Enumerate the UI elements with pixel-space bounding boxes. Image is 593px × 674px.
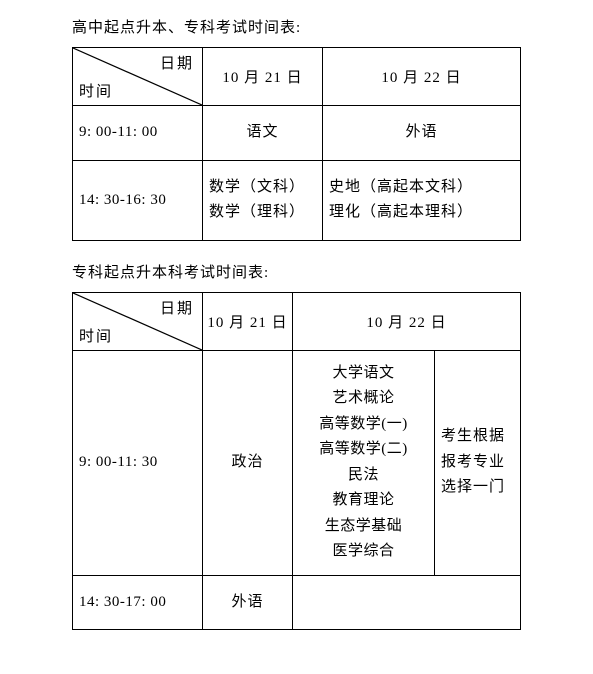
table2-title: 专科起点升本科考试时间表:	[72, 261, 521, 282]
table1: 日期 时间 10 月 21 日 10 月 22 日 9: 00-11: 00 语…	[72, 47, 521, 241]
table1-r2-c2: 史地（高起本文科） 理化（高起本理科）	[323, 160, 521, 240]
subj-2: 高等数学(一)	[319, 416, 408, 432]
table2: 日期 时间 10 月 21 日 10 月 22 日 9: 00-11: 30 政…	[72, 292, 521, 631]
table2-r1-c1: 政治	[203, 350, 293, 575]
table1-r2-time: 14: 30-16: 30	[73, 160, 203, 240]
table2-r2-time: 14: 30-17: 00	[73, 575, 203, 630]
table1-r1-c2: 外语	[323, 106, 521, 161]
header-time-label: 时间	[79, 80, 113, 101]
subj-4: 民法	[348, 467, 379, 483]
header-date-label-2: 日期	[160, 297, 194, 318]
table1-date2: 10 月 22 日	[323, 48, 521, 106]
header-date-label: 日期	[160, 52, 194, 73]
subj-0: 大学语文	[332, 365, 394, 381]
table2-r1-note: 考生根据 报考专业 选择一门	[435, 350, 521, 575]
table1-row-1: 9: 00-11: 00 语文 外语	[73, 106, 521, 161]
table2-diag-header: 日期 时间	[73, 292, 203, 350]
table1-r1-time: 9: 00-11: 00	[73, 106, 203, 161]
subj-1: 艺术概论	[332, 390, 394, 406]
subj-7: 医学综合	[332, 543, 394, 559]
table1-row-2: 14: 30-16: 30 数学（文科） 数学（理科） 史地（高起本文科） 理化…	[73, 160, 521, 240]
t1-r2-c2-l1: 史地（高起本文科）	[329, 179, 473, 195]
t1-r2-c1-l2: 数学（理科）	[209, 204, 305, 220]
table2-r1-subjects: 大学语文 艺术概论 高等数学(一) 高等数学(二) 民法 教育理论 生态学基础 …	[293, 350, 435, 575]
table2-header-row: 日期 时间 10 月 21 日 10 月 22 日	[73, 292, 521, 350]
note-l3: 选择一门	[441, 479, 505, 495]
note-l2: 报考专业	[441, 454, 505, 470]
table1-date1: 10 月 21 日	[203, 48, 323, 106]
t1-r2-c2-l2: 理化（高起本理科）	[329, 204, 473, 220]
table1-r1-c1: 语文	[203, 106, 323, 161]
header-time-label-2: 时间	[79, 325, 113, 346]
subj-5: 教育理论	[332, 492, 394, 508]
table1-title: 高中起点升本、专科考试时间表:	[72, 16, 521, 37]
table2-date1: 10 月 21 日	[203, 292, 293, 350]
subj-3: 高等数学(二)	[319, 441, 408, 457]
table2-date2: 10 月 22 日	[293, 292, 521, 350]
table1-header-row: 日期 时间 10 月 21 日 10 月 22 日	[73, 48, 521, 106]
table2-r2-c1: 外语	[203, 575, 293, 630]
subj-6: 生态学基础	[325, 518, 403, 534]
t1-r2-c1-l1: 数学（文科）	[209, 179, 305, 195]
note-l1: 考生根据	[441, 428, 505, 444]
table2-row-1: 9: 00-11: 30 政治 大学语文 艺术概论 高等数学(一) 高等数学(二…	[73, 350, 521, 575]
table2-row-2: 14: 30-17: 00 外语	[73, 575, 521, 630]
table1-r2-c1: 数学（文科） 数学（理科）	[203, 160, 323, 240]
table2-r2-empty	[293, 575, 521, 630]
table2-r1-time: 9: 00-11: 30	[73, 350, 203, 575]
table1-diag-header: 日期 时间	[73, 48, 203, 106]
